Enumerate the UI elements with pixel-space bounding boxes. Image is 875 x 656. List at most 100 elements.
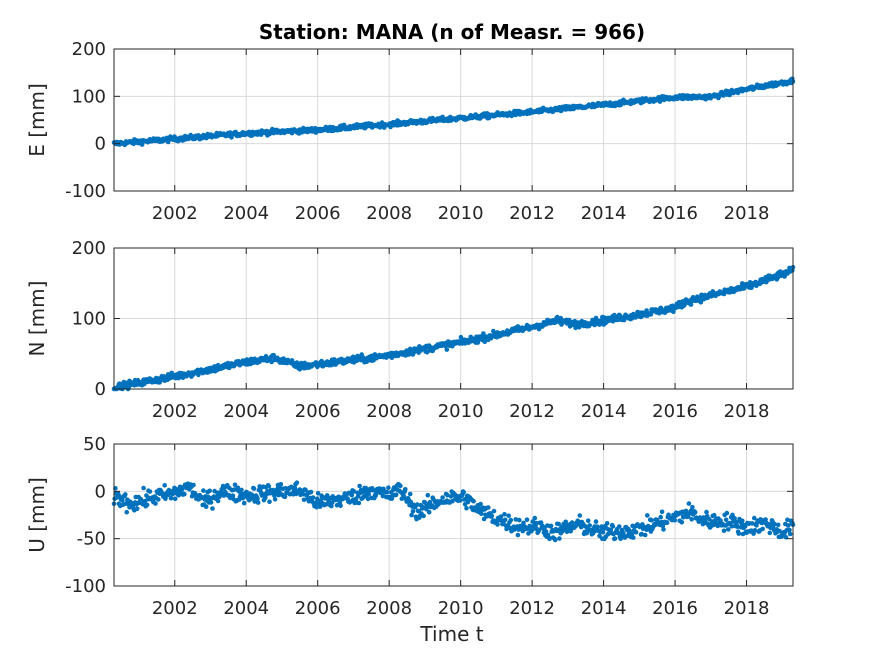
data-point: [557, 536, 562, 541]
data-point: [389, 355, 395, 361]
x-tick-label: 2016: [652, 203, 698, 224]
data-point: [241, 500, 247, 506]
data-point: [752, 515, 757, 521]
data-point: [618, 536, 623, 541]
data-point: [689, 517, 694, 522]
data-point: [698, 300, 704, 305]
x-tick-label: 2010: [438, 203, 484, 224]
data-point: [777, 528, 782, 534]
x-tick-label: 2006: [295, 598, 341, 619]
data-point: [631, 535, 636, 540]
data-points-e: [111, 76, 796, 148]
data-point: [267, 499, 272, 505]
x-tick-label: 2016: [652, 401, 698, 422]
y-tick-label: 200: [72, 39, 106, 60]
data-point: [735, 524, 740, 529]
data-point: [478, 501, 483, 507]
data-point: [426, 509, 432, 515]
data-point: [303, 487, 308, 493]
data-point: [440, 495, 445, 500]
data-point: [289, 484, 294, 490]
data-point: [604, 521, 610, 526]
data-point: [616, 524, 622, 529]
x-tick-label: 2018: [724, 598, 770, 619]
y-tick-label: -100: [65, 576, 106, 597]
panel-u: 2002 2004 2006 2008 2010 2012 2014 2016 2018 -100…: [25, 434, 796, 619]
data-point: [633, 529, 639, 535]
y-tick-label: 0: [95, 134, 106, 155]
data-point: [207, 488, 212, 494]
y-axis-label: U [mm]: [25, 477, 49, 553]
data-point: [524, 517, 530, 522]
data-point: [203, 504, 209, 510]
data-point: [639, 531, 644, 537]
y-tick-label: 200: [72, 238, 106, 259]
x-tick-label: 2012: [509, 401, 555, 422]
data-point: [409, 512, 414, 518]
data-point: [785, 517, 790, 523]
y-tick-label: 0: [95, 481, 106, 502]
data-point: [294, 480, 300, 486]
x-tick-label: 2012: [509, 203, 555, 224]
x-tick-label: 2014: [581, 401, 627, 422]
data-point: [486, 505, 491, 510]
data-point: [356, 500, 362, 506]
data-point: [351, 489, 357, 494]
x-tick-label: 2008: [366, 401, 412, 422]
data-point: [661, 527, 666, 532]
data-point: [393, 492, 399, 498]
data-point: [495, 522, 500, 527]
data-point: [461, 490, 467, 495]
data-point: [384, 489, 390, 495]
chart-title: Station: MANA (n of Measr. = 966): [259, 20, 645, 44]
data-point: [679, 520, 685, 525]
data-point: [547, 536, 552, 542]
data-point: [502, 512, 507, 517]
data-point: [317, 504, 323, 509]
data-point: [278, 482, 284, 487]
x-tick-label: 2006: [295, 401, 341, 422]
data-point: [120, 498, 125, 503]
data-point: [704, 509, 709, 515]
panel-n: 2002 2004 2006 2008 2010 2012 2014 2016 2018 0 100…: [25, 238, 796, 422]
x-tick-label: 2010: [438, 598, 484, 619]
data-point: [593, 519, 599, 524]
data-point: [208, 500, 214, 505]
y-axis-label: N [mm]: [25, 281, 49, 357]
x-tick-label: 2004: [223, 203, 269, 224]
data-point: [732, 516, 737, 521]
data-point: [573, 325, 578, 331]
data-point: [660, 523, 666, 529]
data-point: [752, 528, 758, 533]
data-point: [255, 500, 261, 505]
data-point: [272, 497, 278, 502]
data-point: [721, 528, 727, 534]
data-point: [457, 498, 463, 503]
y-tick-label: -50: [77, 529, 106, 550]
data-point: [239, 487, 244, 493]
data-point: [617, 313, 623, 318]
data-point: [301, 497, 307, 503]
data-point: [338, 503, 343, 509]
data-point: [683, 508, 689, 514]
data-point: [597, 533, 602, 539]
data-point: [210, 506, 215, 511]
data-point: [215, 498, 221, 504]
data-point: [530, 519, 535, 524]
y-axis-label: E [mm]: [25, 83, 49, 157]
data-point: [471, 498, 476, 504]
data-point: [415, 502, 420, 507]
data-point: [182, 491, 187, 497]
data-point: [357, 483, 362, 489]
data-point: [124, 509, 129, 515]
data-point: [585, 518, 591, 523]
data-point: [255, 496, 260, 502]
y-tick-label: 50: [83, 434, 106, 455]
data-point: [144, 502, 150, 508]
data-point: [324, 501, 329, 507]
data-point: [711, 512, 717, 518]
data-point: [787, 531, 793, 537]
x-tick-label: 2004: [223, 598, 269, 619]
data-point: [481, 331, 486, 336]
